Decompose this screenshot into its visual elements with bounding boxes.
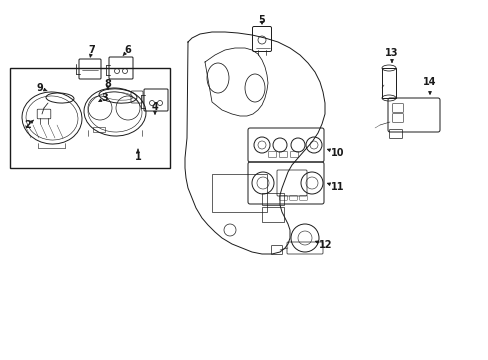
Text: 10: 10	[330, 148, 344, 158]
Text: 9: 9	[37, 83, 43, 93]
Bar	[262, 193, 284, 205]
Text: 7: 7	[88, 45, 95, 55]
Text: 8: 8	[104, 79, 111, 89]
Text: 4: 4	[151, 102, 158, 112]
Bar	[212, 174, 266, 212]
Text: 11: 11	[330, 182, 344, 192]
Bar	[381, 68, 395, 98]
Text: 2: 2	[24, 120, 31, 130]
Text: 3: 3	[102, 93, 108, 103]
Bar	[93, 127, 105, 132]
Text: 1: 1	[134, 152, 141, 162]
Bar	[262, 207, 284, 222]
Text: 12: 12	[319, 240, 332, 250]
Text: 6: 6	[124, 45, 131, 55]
Text: 5: 5	[258, 15, 265, 25]
Bar	[10, 68, 170, 168]
Text: 14: 14	[423, 77, 436, 87]
Text: 13: 13	[385, 48, 398, 58]
